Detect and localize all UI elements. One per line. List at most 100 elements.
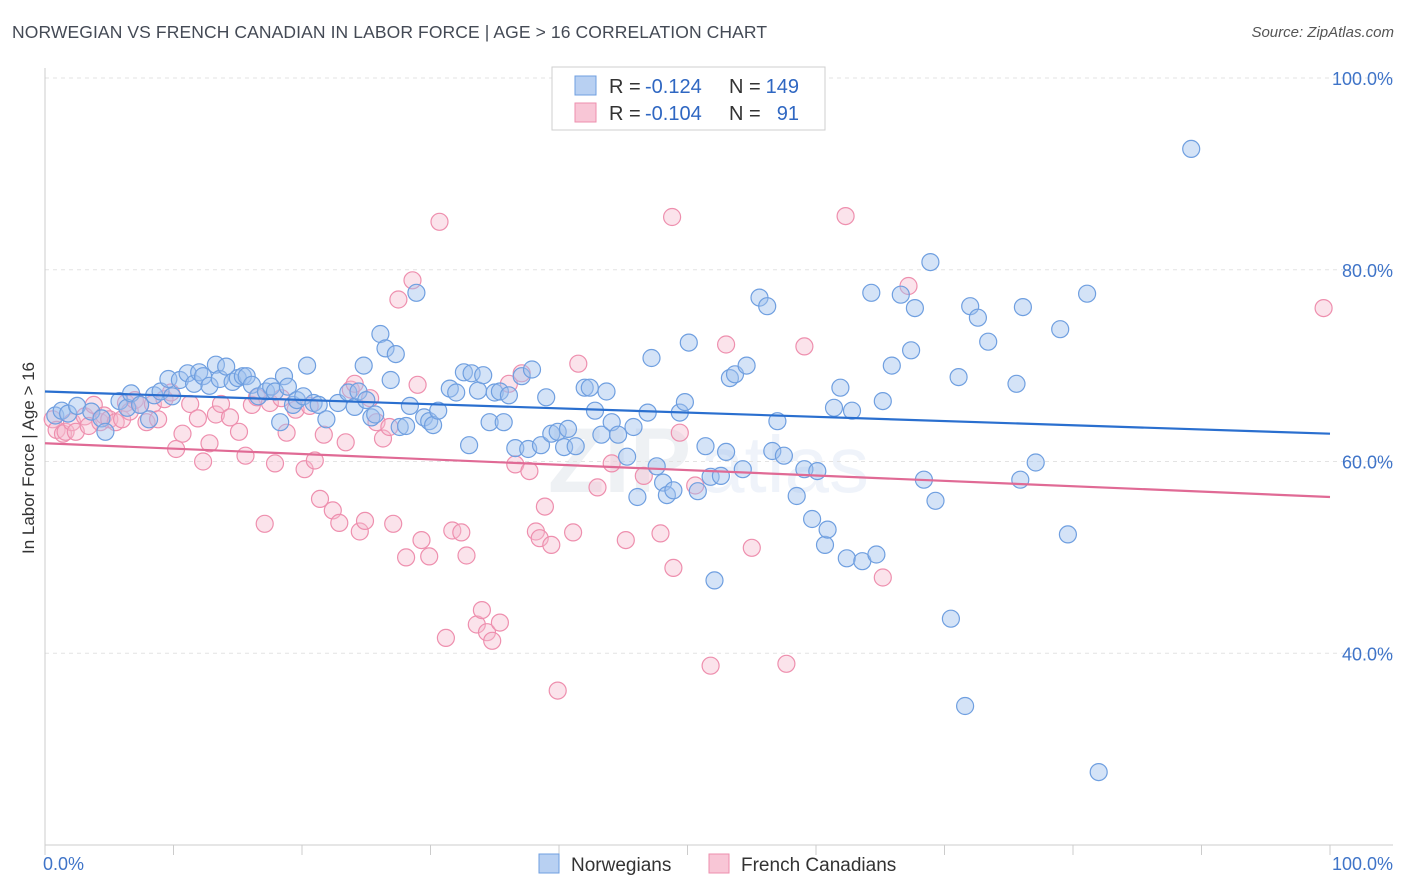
norwegians-point-6 (96, 422, 115, 441)
x-tick-labels: 0.0% 100.0% (43, 854, 1393, 874)
norwegians-point-142 (941, 609, 961, 628)
norwegians-point-83 (548, 422, 567, 441)
french-canadians-point-85 (569, 354, 588, 373)
norwegians-point-140 (921, 253, 940, 272)
bottom-legend-swatch-french-canadians (708, 853, 730, 874)
norwegians-point-117 (758, 297, 777, 316)
norwegians-point-59 (407, 283, 426, 302)
norwegians-point-125 (815, 535, 835, 555)
french-canadians-point-58 (384, 514, 403, 533)
norwegians-point-53 (376, 339, 395, 358)
norwegians-point-49 (357, 391, 376, 410)
norwegians-point-76 (506, 439, 525, 458)
norwegians-point-104 (675, 393, 695, 412)
zipatlas-watermark: ZIP atlas (548, 410, 869, 512)
bottom-legend-label-norwegians: Norwegians (571, 855, 671, 876)
norwegians-point-5 (92, 409, 111, 428)
norwegians-point-48 (354, 356, 373, 375)
norwegians-point-105 (679, 333, 698, 352)
norwegians-point-106 (688, 482, 707, 501)
norwegians-trend-line (44, 390, 1331, 435)
norwegians-point-95 (624, 417, 643, 437)
norwegians-point-79 (522, 360, 542, 379)
norwegians-point-107 (696, 437, 715, 456)
french-canadians-point-41 (286, 400, 305, 419)
french-canadians-point-27 (194, 452, 213, 471)
norwegians-point-55 (386, 345, 405, 364)
norwegians-point-58 (400, 396, 419, 415)
french-canadians-point-59 (389, 290, 408, 309)
norwegians-point-88 (580, 378, 599, 397)
norwegians-point-77 (512, 367, 531, 386)
norwegians-point-87 (575, 378, 594, 397)
norwegians-point-96 (628, 487, 647, 507)
norwegians-point-149 (1011, 470, 1030, 489)
french-canadians-point-32 (229, 422, 249, 441)
norwegians-point-121 (787, 486, 806, 506)
x-tick-label-0: 0.0% (43, 854, 84, 874)
french-canadians-point-67 (443, 521, 462, 540)
french-canadians-point-62 (408, 375, 427, 394)
french-canadians-point-53 (355, 511, 375, 531)
french-canadians-point-31 (220, 408, 240, 427)
norwegians-point-4 (82, 402, 101, 421)
norwegians-point-16 (170, 370, 189, 390)
french-canadians-point-30 (211, 394, 231, 414)
norwegians-point-128 (831, 378, 850, 397)
norwegians-point-73 (490, 382, 509, 401)
norwegians-point-68 (462, 364, 481, 383)
legend-n-label-1: N = (729, 76, 761, 98)
french-canadians-point-36 (255, 514, 274, 533)
french-canadians-point-24 (173, 424, 192, 443)
norwegians-point-86 (566, 437, 585, 456)
chart-source: Source: ZipAtlas.com (1251, 24, 1394, 41)
norwegians-point-52 (371, 324, 390, 344)
norwegians-point-24 (217, 357, 236, 376)
french-canadians-point-63 (412, 530, 431, 550)
french-canadians-point-18 (137, 413, 156, 432)
french-canadians-point-3 (56, 422, 75, 441)
legend-n-value-2: 91 (777, 103, 799, 125)
norwegians-point-36 (278, 377, 297, 396)
norwegians-point-67 (460, 436, 479, 455)
french-canadians-point-46 (314, 425, 333, 444)
norwegians-point-65 (447, 383, 466, 402)
french-canadians-point-88 (616, 530, 635, 550)
french-canadians-point-84 (563, 523, 583, 542)
french-canadians-point-74 (490, 613, 509, 632)
french-canadians-point-29 (206, 405, 225, 424)
norwegians-point-72 (485, 383, 504, 402)
french-canadians-point-78 (520, 462, 539, 481)
french-canadians-point-70 (467, 615, 486, 634)
norwegians-point-130 (842, 401, 862, 420)
french-canadians-point-38 (265, 454, 285, 473)
norwegians-point-40 (298, 356, 317, 375)
french-canadians-point-80 (530, 529, 549, 548)
norwegians-point-154 (1077, 284, 1097, 303)
norwegians-point-143 (949, 368, 968, 387)
norwegians-point-97 (638, 403, 657, 422)
norwegians-point-148 (1007, 374, 1026, 393)
norwegians-point-57 (397, 416, 416, 436)
norwegians-point-118 (763, 441, 782, 461)
norwegians-point-135 (882, 356, 901, 375)
french-canadians-point-81 (535, 497, 555, 516)
french-canadians-point-49 (336, 433, 355, 452)
legend-r-label-2: R = (609, 103, 641, 125)
y-tick-label-0: 40.0% (1342, 644, 1393, 664)
norwegians-point-124 (808, 462, 827, 481)
norwegians-point-43 (317, 410, 336, 429)
correlation-legend: R = -0.124 N = 149 R = -0.104 N = 91 (551, 66, 826, 131)
french-canadians-point-72 (477, 623, 497, 642)
series-legend: Norwegians French Canadians (538, 853, 896, 876)
french-canadians-point-65 (430, 212, 449, 231)
french-canadians-point-26 (188, 409, 207, 428)
y-axis-label: In Labor Force | Age > 16 (19, 362, 38, 554)
norwegians-points (46, 139, 1201, 782)
french-canadians-point-91 (662, 207, 682, 227)
norwegians-point-109 (705, 571, 724, 590)
norwegians-point-132 (862, 283, 881, 302)
french-canadians-point-33 (236, 446, 255, 465)
norwegians-point-151 (1026, 453, 1045, 472)
norwegians-point-80 (531, 436, 551, 455)
